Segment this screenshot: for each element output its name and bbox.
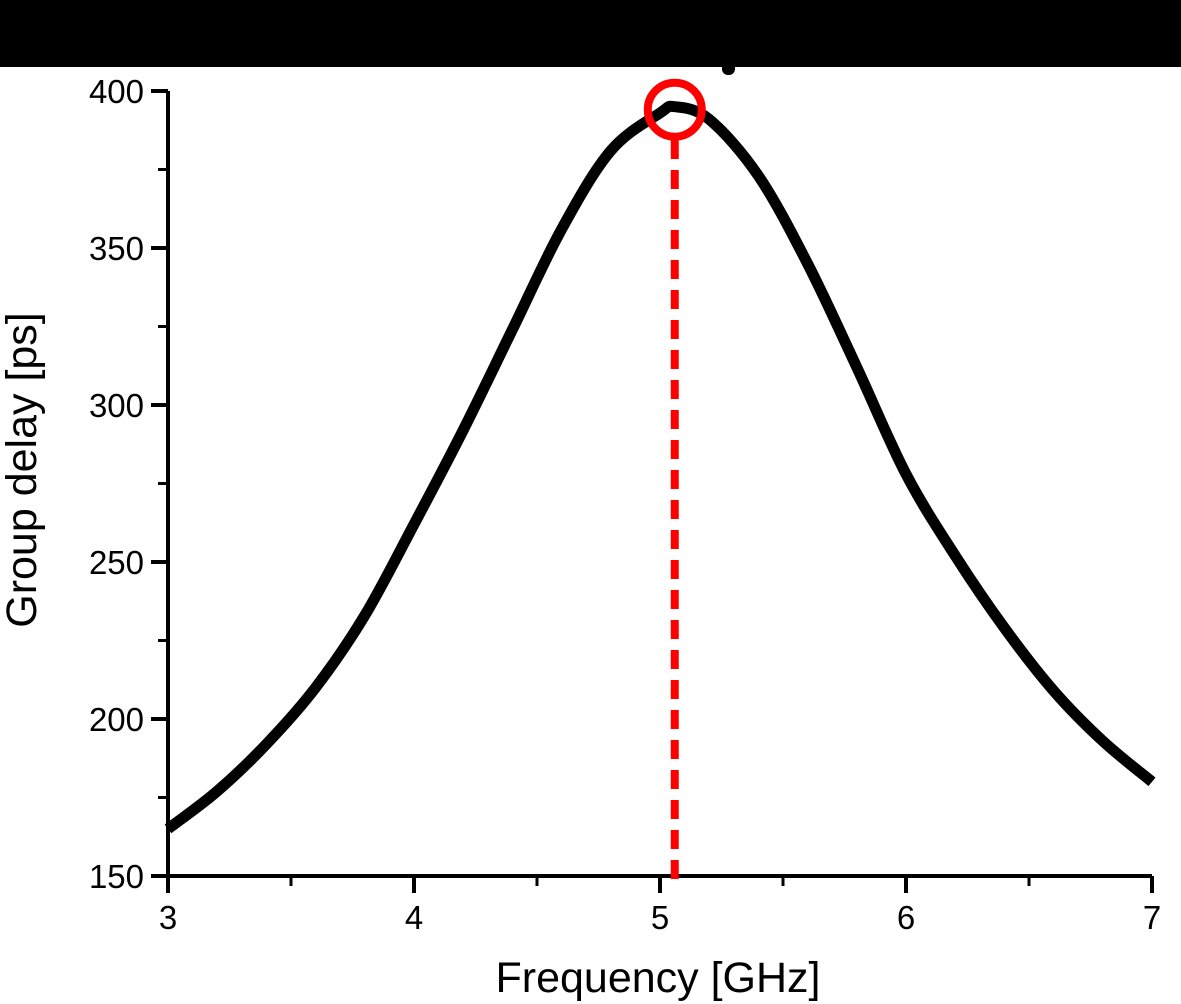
x-tick-label: 4 xyxy=(405,899,423,936)
y-tick-label: 250 xyxy=(89,544,144,581)
cropped-title-descender xyxy=(722,66,735,75)
top-black-banner xyxy=(0,0,1181,67)
x-tick-label: 5 xyxy=(651,899,669,936)
y-tick-label: 150 xyxy=(89,858,144,895)
x-tick-label: 6 xyxy=(897,899,915,936)
peak-marker-circle xyxy=(643,78,706,141)
axis-ticks xyxy=(151,89,1154,893)
y-axis-title: Group delay [ps] xyxy=(0,312,46,628)
y-tick-label: 200 xyxy=(89,701,144,738)
y-tick-label: 400 xyxy=(89,73,144,110)
axis-tick-labels: 3 4 5 6 7 150 200 250 300 350 400 xyxy=(89,73,1161,936)
group-delay-curve xyxy=(164,100,1156,834)
axis-lines xyxy=(166,91,1152,878)
x-tick-label: 3 xyxy=(159,899,177,936)
y-tick-label: 300 xyxy=(89,387,144,424)
x-tick-label: 7 xyxy=(1143,899,1161,936)
y-tick-label: 350 xyxy=(89,230,144,267)
x-axis-title: Frequency [GHz] xyxy=(496,954,821,1002)
